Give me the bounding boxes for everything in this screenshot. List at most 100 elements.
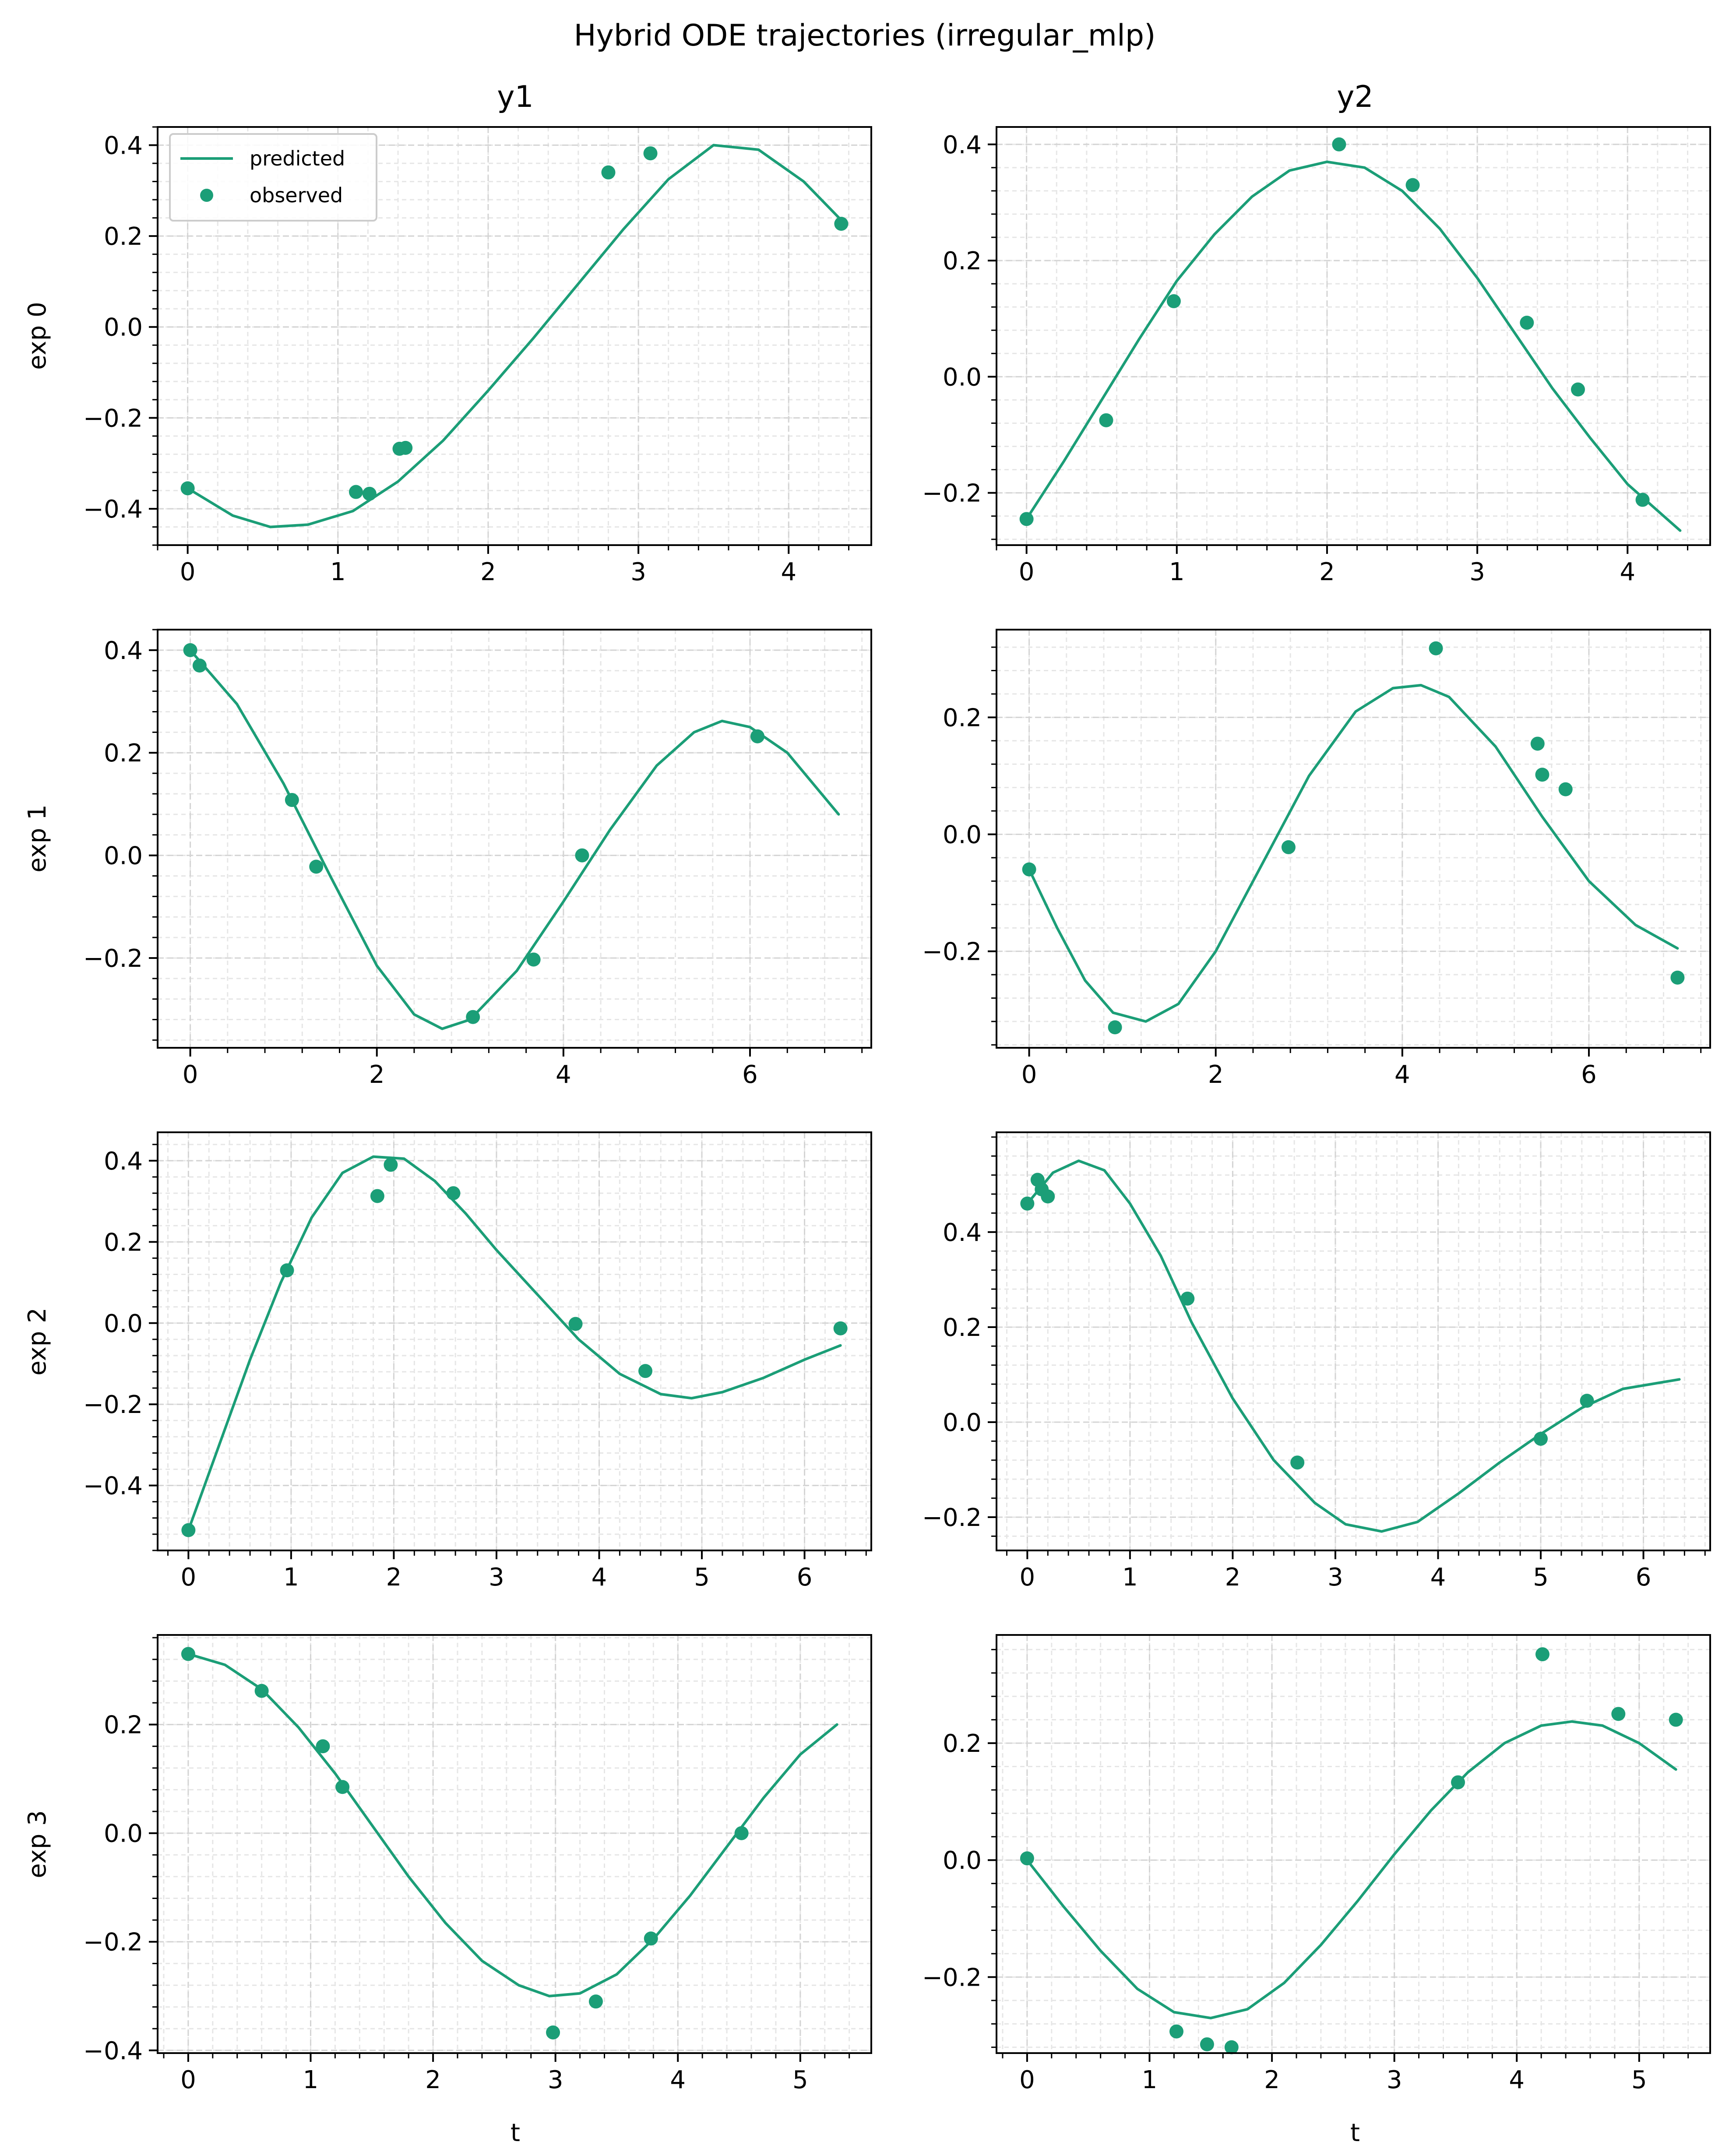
observed-point [349, 485, 363, 499]
x-tick-label: 0 [183, 1060, 198, 1089]
legend-box [169, 133, 377, 222]
legend-dot-swatch [200, 189, 213, 202]
axes-frame [996, 126, 1711, 546]
axes-frame [996, 1634, 1711, 2054]
x-tick-label: 4 [592, 1563, 607, 1592]
column-title-y2: y2 [1337, 80, 1373, 114]
y-tick-label: 0.0 [104, 842, 143, 870]
x-tick-label: 0 [1019, 558, 1035, 586]
chart-panel-1: 0 1 2 3 4 −0.2 0.0 0.2 0.4 [922, 126, 1711, 586]
y-tick-label: −0.2 [922, 1963, 982, 1992]
observed-point [1611, 1707, 1626, 1721]
x-tick-label: 1 [330, 558, 346, 586]
x-tick-label: 5 [1631, 2066, 1647, 2094]
x-axis-label-left: t [511, 2119, 520, 2147]
x-tick-label: 3 [548, 2066, 563, 2094]
y-tick-label: −0.2 [83, 944, 143, 973]
chart-panel-0: 0 1 2 3 4 −0.4 −0.2 0.0 0.2 0.4 [83, 126, 872, 586]
x-tick-label: 0 [180, 558, 196, 586]
x-tick-label: 0 [1021, 1060, 1037, 1089]
y-tick-label: −0.4 [83, 2037, 143, 2065]
row-label-exp1: exp 1 [23, 804, 52, 873]
observed-point [1332, 137, 1346, 151]
observed-point [398, 440, 413, 455]
axes-frame [157, 1131, 872, 1551]
figure-title: Hybrid ODE trajectories (irregular_mlp) [574, 18, 1155, 53]
y-tick-label: 0.2 [104, 1711, 143, 1740]
y-tick-label: −0.4 [83, 495, 143, 524]
x-tick-label: 5 [1533, 1563, 1549, 1592]
predicted-line [1025, 160, 1682, 532]
x-tick-label: 4 [1509, 2066, 1525, 2094]
observed-point [1020, 1851, 1034, 1866]
observed-point [309, 860, 324, 874]
x-tick-label: 0 [181, 1563, 197, 1592]
observed-point [1580, 1394, 1594, 1408]
y-tick-label: 0.2 [943, 704, 982, 732]
legend-label-predicted: predicted [250, 147, 345, 170]
observed-point [335, 1780, 350, 1794]
observed-point [280, 1263, 294, 1278]
observed-point [181, 1647, 195, 1661]
x-tick-label: 1 [283, 1563, 299, 1592]
axes-frame [157, 1634, 872, 2054]
x-tick-label: 3 [489, 1563, 504, 1592]
observed-point [1635, 493, 1650, 507]
y-tick-label: −0.2 [83, 404, 143, 433]
chart-panel-3: 0 2 4 6 −0.2 0.0 0.2 [922, 629, 1711, 1089]
observed-point [568, 1317, 583, 1331]
y-tick-label: 0.2 [943, 1314, 982, 1342]
x-tick-label: 2 [1225, 1563, 1241, 1592]
observed-point [192, 659, 207, 673]
observed-point [1405, 178, 1420, 192]
x-tick-label: 4 [1620, 558, 1635, 586]
observed-point [181, 1523, 196, 1537]
observed-point [183, 643, 197, 657]
observed-point [1108, 1020, 1122, 1035]
observed-point [370, 1189, 384, 1203]
x-tick-label: 2 [480, 558, 496, 586]
x-tick-label: 2 [1264, 2066, 1280, 2094]
x-tick-label: 2 [1319, 558, 1335, 586]
x-tick-label: 4 [1394, 1060, 1410, 1089]
predicted-line [1025, 1720, 1677, 2019]
observed-point [644, 1931, 658, 1946]
x-tick-label: 6 [742, 1060, 758, 1089]
observed-point [1041, 1189, 1055, 1204]
observed-point [750, 729, 765, 743]
y-tick-label: −0.4 [83, 1472, 143, 1501]
y-tick-label: 0.4 [104, 637, 143, 665]
x-tick-label: 5 [694, 1563, 710, 1592]
predicted-line [186, 144, 843, 528]
x-tick-label: 2 [369, 1060, 385, 1089]
observed-point [1290, 1455, 1305, 1470]
plot-area [997, 1132, 1710, 1550]
observed-point [1669, 1712, 1683, 1727]
observed-point [316, 1739, 330, 1754]
x-tick-label: 2 [425, 2066, 441, 2094]
y-tick-label: −0.2 [922, 938, 982, 966]
observed-point [384, 1158, 398, 1172]
x-tick-label: 1 [1142, 2066, 1158, 2094]
x-tick-label: 3 [1328, 1563, 1343, 1592]
observed-point [1530, 736, 1545, 751]
chart-panel-2: 0 2 4 6 −0.2 0.0 0.2 0.4 [83, 629, 872, 1089]
axes-frame [157, 126, 872, 546]
x-tick-label: 6 [1581, 1060, 1597, 1089]
observed-point [1558, 782, 1573, 796]
plot-area [997, 630, 1710, 1048]
observed-point [1670, 970, 1685, 985]
x-tick-label: 0 [180, 2066, 196, 2094]
plot-area [158, 1635, 871, 2053]
observed-point [1224, 2040, 1239, 2054]
x-tick-label: 3 [1469, 558, 1485, 586]
x-tick-label: 4 [1430, 1563, 1446, 1592]
y-tick-label: −0.2 [83, 1391, 143, 1419]
observed-point [1535, 1647, 1549, 1662]
plot-area [997, 127, 1710, 545]
y-tick-label: 0.4 [943, 131, 982, 159]
observed-point [734, 1826, 749, 1840]
row-label-exp2: exp 2 [23, 1307, 52, 1376]
y-tick-label: 0.0 [943, 1409, 982, 1437]
observed-point [1180, 1291, 1195, 1306]
